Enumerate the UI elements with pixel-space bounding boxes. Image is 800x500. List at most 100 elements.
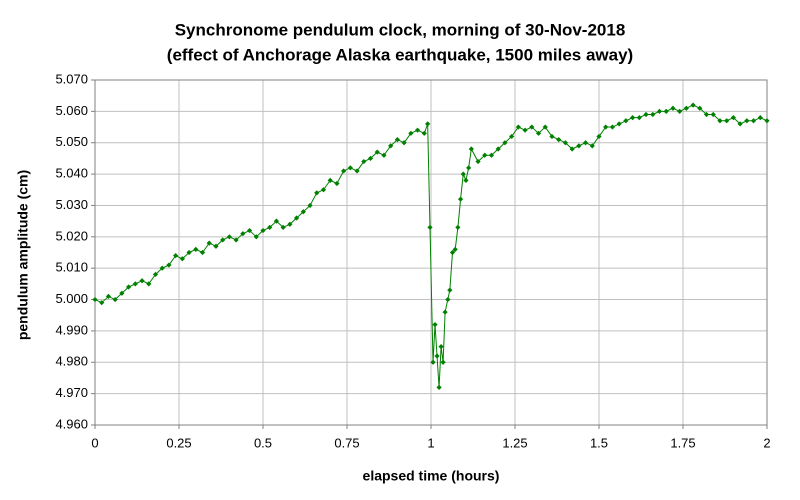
data-point — [166, 262, 172, 268]
data-point — [630, 115, 636, 121]
y-tick-label: 5.040 — [55, 166, 88, 181]
data-point — [569, 146, 575, 152]
data-point — [112, 296, 118, 303]
data-point — [744, 118, 750, 124]
data-point — [475, 158, 481, 165]
data-point — [650, 111, 656, 118]
data-point — [683, 105, 689, 111]
data-point — [468, 146, 474, 152]
data-point — [663, 108, 669, 114]
data-point — [436, 384, 442, 390]
y-tick-label: 5.010 — [55, 260, 88, 275]
data-point — [463, 177, 469, 183]
data-point — [488, 152, 495, 158]
data-point — [757, 115, 763, 121]
data-point — [703, 111, 710, 118]
data-point — [515, 124, 521, 130]
data-point — [576, 143, 582, 149]
data-point — [643, 111, 649, 118]
data-point — [199, 249, 206, 256]
x-tick-label: 1.25 — [502, 435, 527, 450]
data-point — [226, 234, 232, 240]
data-point — [724, 118, 730, 124]
data-point — [300, 209, 306, 215]
y-tick-label: 5.070 — [55, 71, 88, 86]
data-point — [636, 115, 642, 121]
y-tick-label: 5.020 — [55, 228, 88, 243]
data-point — [764, 118, 770, 124]
data-point — [730, 115, 736, 121]
data-point — [105, 293, 112, 300]
data-point — [737, 121, 743, 127]
data-point — [179, 256, 185, 262]
data-point — [173, 253, 179, 259]
y-axis-label: pendulum amplitude (cm) — [15, 170, 31, 340]
data-point — [596, 133, 602, 140]
x-axis-label: elapsed time (hours) — [363, 468, 500, 484]
data-point — [206, 240, 212, 246]
data-point — [367, 155, 374, 162]
data-point — [522, 127, 528, 133]
data-point — [408, 130, 414, 136]
data-point — [421, 130, 427, 136]
data-point — [603, 124, 609, 130]
data-point — [697, 105, 703, 111]
data-point — [440, 359, 446, 365]
data-point — [509, 133, 515, 140]
y-tick-label: 4.970 — [55, 385, 88, 400]
data-point — [482, 152, 488, 158]
data-point — [126, 284, 132, 290]
data-point — [549, 133, 555, 140]
data-point — [246, 227, 253, 234]
data-point — [388, 143, 394, 149]
data-point — [132, 281, 138, 287]
data-point — [502, 140, 508, 146]
data-point — [354, 168, 360, 174]
data-point — [414, 127, 421, 133]
y-tick-label: 4.980 — [55, 354, 88, 369]
data-point — [260, 227, 266, 234]
chart-subtitle: (effect of Anchorage Alaska earthquake, … — [167, 45, 633, 64]
x-tick-label: 0 — [91, 435, 98, 450]
data-point — [341, 168, 347, 174]
data-point — [314, 190, 320, 196]
data-point — [442, 309, 448, 315]
data-point — [623, 118, 629, 124]
data-point — [495, 146, 501, 152]
data-point — [152, 271, 159, 278]
data-point — [240, 231, 246, 237]
data-point — [447, 287, 453, 293]
chart-title: Synchronome pendulum clock, morning of 3… — [175, 20, 626, 39]
data-point — [460, 171, 466, 177]
x-tick-label: 0.5 — [254, 435, 272, 450]
data-point — [220, 237, 226, 243]
data-point — [307, 202, 313, 209]
data-point — [542, 124, 548, 130]
data-point — [434, 353, 440, 359]
data-point — [159, 265, 165, 271]
data-point — [427, 224, 433, 231]
data-point — [280, 224, 286, 231]
data-point — [609, 124, 616, 130]
data-point — [656, 108, 663, 114]
data-point — [452, 246, 458, 252]
x-tick-label: 1.75 — [670, 435, 695, 450]
data-point — [327, 177, 333, 183]
data-point — [457, 196, 464, 202]
data-point — [99, 300, 105, 306]
data-point — [401, 140, 407, 146]
y-tick-label: 5.050 — [55, 134, 88, 149]
data-point — [466, 165, 472, 171]
data-point — [92, 296, 98, 303]
data-point — [139, 278, 145, 284]
data-point — [253, 234, 259, 240]
x-tick-label: 1.5 — [590, 435, 608, 450]
data-point — [455, 224, 461, 231]
y-tick-label: 5.000 — [55, 291, 88, 306]
data-point — [562, 140, 568, 146]
x-tick-label: 0.75 — [334, 435, 359, 450]
data-point — [146, 281, 152, 287]
data-point — [186, 249, 192, 256]
y-tick-label: 4.990 — [55, 322, 88, 337]
